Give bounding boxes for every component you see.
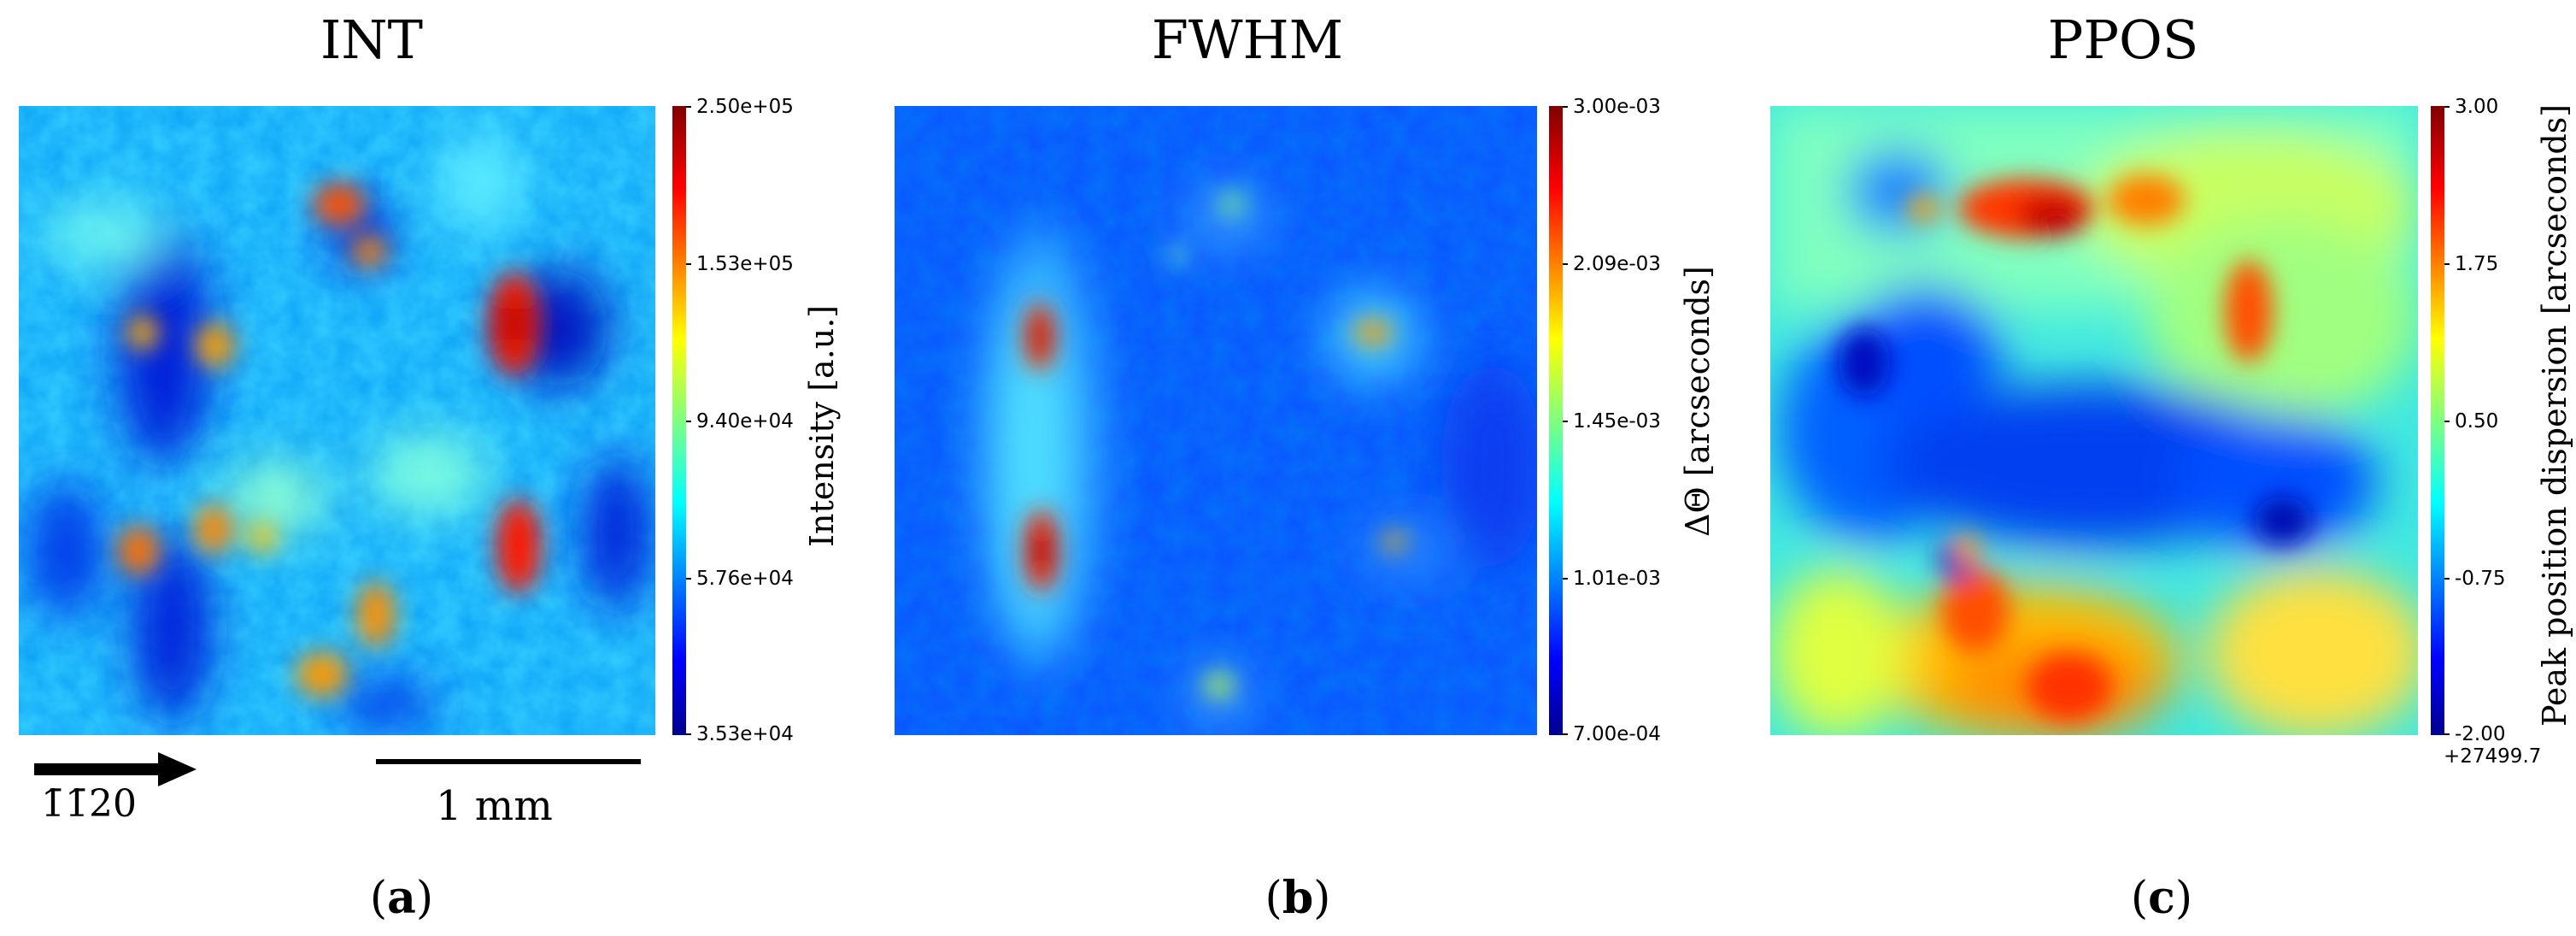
colorbar-tick-label: 7.00e-04 — [1573, 723, 1661, 745]
colorbar-tick — [686, 263, 691, 265]
direction-arrow — [34, 752, 197, 786]
colorbar-tick — [1563, 578, 1568, 580]
colorbar-tick-label: 9.40e+04 — [696, 410, 794, 433]
panel-fwhm: FWHM — [876, 0, 1730, 936]
subfigure-label-c: (c) — [2130, 872, 2193, 924]
int-colorbar — [672, 106, 686, 735]
ppos-heatmap — [1770, 106, 2418, 735]
colorbar-tick — [1563, 733, 1568, 735]
subfigure-label-b: (b) — [1265, 872, 1331, 924]
colorbar-tick-label: -0.75 — [2455, 568, 2506, 590]
fwhm-heatmap — [895, 106, 1537, 735]
colorbar-tick-label: 0.50 — [2455, 410, 2499, 433]
colorbar-tick — [2444, 421, 2450, 422]
fwhm-colorbar — [1549, 106, 1563, 735]
colorbar-label: Intensity [a.u.] — [803, 304, 841, 547]
colorbar-tick — [2444, 106, 2450, 108]
scale-bar — [376, 759, 641, 764]
colorbar-tick-label: 1.45e-03 — [1573, 410, 1661, 433]
panel-title: PPOS — [2047, 9, 2199, 71]
colorbar-tick-label: -2.00 — [2455, 723, 2506, 745]
colorbar-tick — [686, 733, 691, 735]
colorbar-tick-label: 2.09e-03 — [1573, 253, 1661, 275]
colorbar-tick — [686, 421, 691, 422]
colorbar-tick — [2444, 578, 2450, 580]
colorbar-tick-label: 1.01e-03 — [1573, 568, 1661, 590]
colorbar-tick-label: 1.53e+05 — [696, 253, 794, 275]
colorbar-label: Peak position dispersion [arcseconds] — [2536, 103, 2573, 727]
subfigure-label-a: (a) — [369, 872, 434, 924]
intensity-heatmap — [19, 106, 655, 735]
colorbar-tick-label: 5.76e+04 — [696, 568, 794, 590]
colorbar-tick-label: 3.53e+04 — [696, 723, 794, 745]
panel-title: INT — [320, 9, 424, 71]
colorbar-tick-label: 1.75 — [2455, 253, 2499, 275]
ppos-colorbar — [2431, 106, 2444, 735]
colorbar-tick — [2444, 263, 2450, 265]
colorbar-offset-label: +27499.7 — [2444, 745, 2542, 768]
colorbar-tick-label: 2.50e+05 — [696, 96, 794, 118]
panel-int: INT — [0, 0, 854, 936]
panel-ppos: PPOS — [1752, 0, 2576, 936]
scale-bar-label: 1 mm — [436, 782, 553, 830]
panel-title: FWHM — [1151, 9, 1344, 71]
colorbar-tick-label: 3.00 — [2455, 96, 2499, 118]
colorbar-tick — [2444, 733, 2450, 735]
direction-label: 1̄1̄20 — [41, 782, 137, 826]
colorbar-tick — [1563, 421, 1568, 422]
colorbar-tick — [686, 578, 691, 580]
colorbar-tick-label: 3.00e-03 — [1573, 96, 1661, 118]
colorbar-tick — [686, 106, 691, 108]
colorbar-tick — [1563, 263, 1568, 265]
colorbar-label: ΔΘ [arcseconds] — [1679, 266, 1716, 537]
colorbar-tick — [1563, 106, 1568, 108]
